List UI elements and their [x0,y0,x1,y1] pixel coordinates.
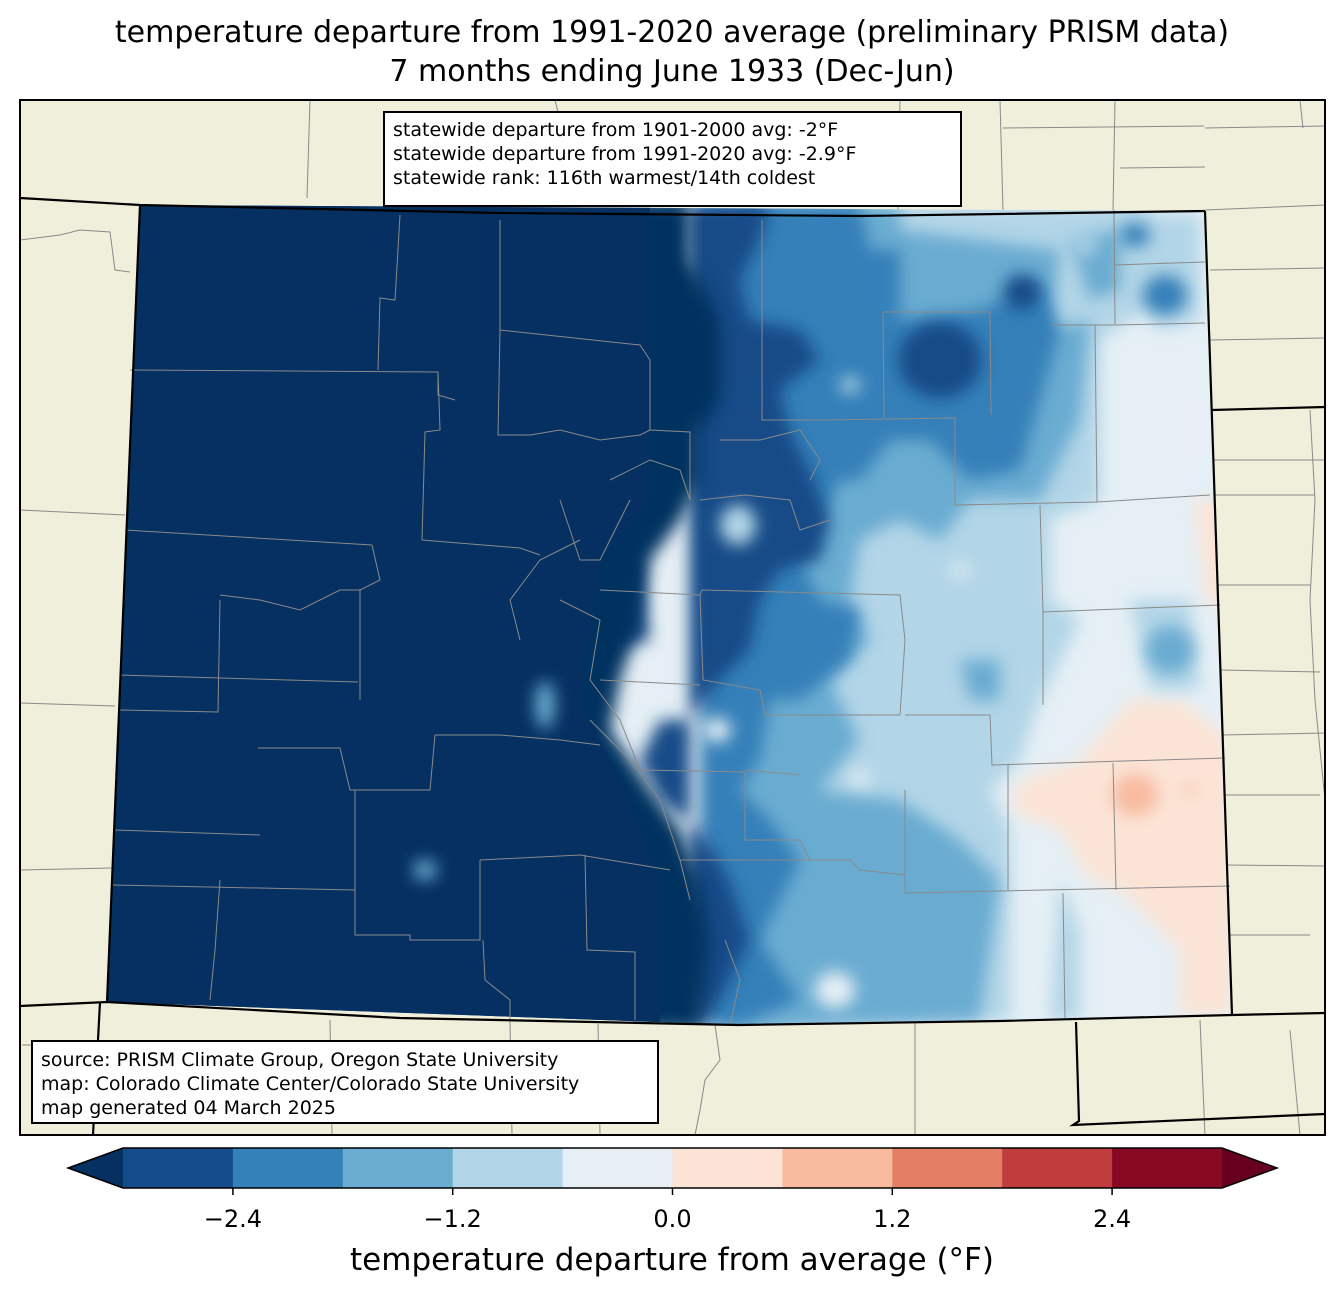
map-generated-date: map generated 04 March 2025 [41,1097,336,1119]
colorbar-segment [123,1148,234,1188]
colorbar-tick-label: 2.4 [1093,1205,1132,1233]
colorbar-segment [1002,1148,1113,1188]
colorbar-segment [452,1148,564,1188]
source-box: source: PRISM Climate Group, Oregon Stat… [31,1040,659,1124]
colorbar-tick-label: 1.2 [873,1205,912,1233]
county-lines [111,209,1231,1026]
colorbar-tick-label: 0.0 [653,1205,692,1233]
colorbar-label: temperature departure from average (°F) [350,1242,994,1278]
colorbar-segment [342,1148,454,1188]
stats-departure-1991-2020: statewide departure from 1991-2020 avg: … [393,143,857,165]
chart-title: temperature departure from 1991-2020 ave… [114,15,1230,50]
chart-subtitle: 7 months ending June 1933 (Dec-Jun) [389,54,955,89]
statewide-stats-box: statewide departure from 1901-2000 avg: … [383,111,962,207]
map-credit: map: Colorado Climate Center/Colorado St… [41,1073,580,1095]
colorbar-segment [892,1148,1003,1188]
colorbar [65,1147,1280,1195]
source-credit: source: PRISM Climate Group, Oregon Stat… [41,1049,559,1071]
stats-rank: statewide rank: 116th warmest/14th colde… [393,167,816,189]
colorbar-segment [1112,1148,1223,1188]
colorbar-tick-label: −2.4 [203,1205,263,1233]
colorbar-segment [232,1148,344,1188]
colorbar-segment [782,1148,893,1188]
colorbar-tick-label: −1.2 [423,1205,482,1233]
state-borders [19,196,1326,1136]
colorbar-outline [65,1147,1280,1189]
colorbar-segment [672,1148,783,1188]
colorbar-over-arrow [1222,1148,1277,1188]
colorbar-segment [562,1148,673,1188]
colorbar-under-arrow [68,1148,123,1188]
map-frame [19,99,1326,1136]
stats-departure-1901-2000: statewide departure from 1901-2000 avg: … [393,119,839,141]
